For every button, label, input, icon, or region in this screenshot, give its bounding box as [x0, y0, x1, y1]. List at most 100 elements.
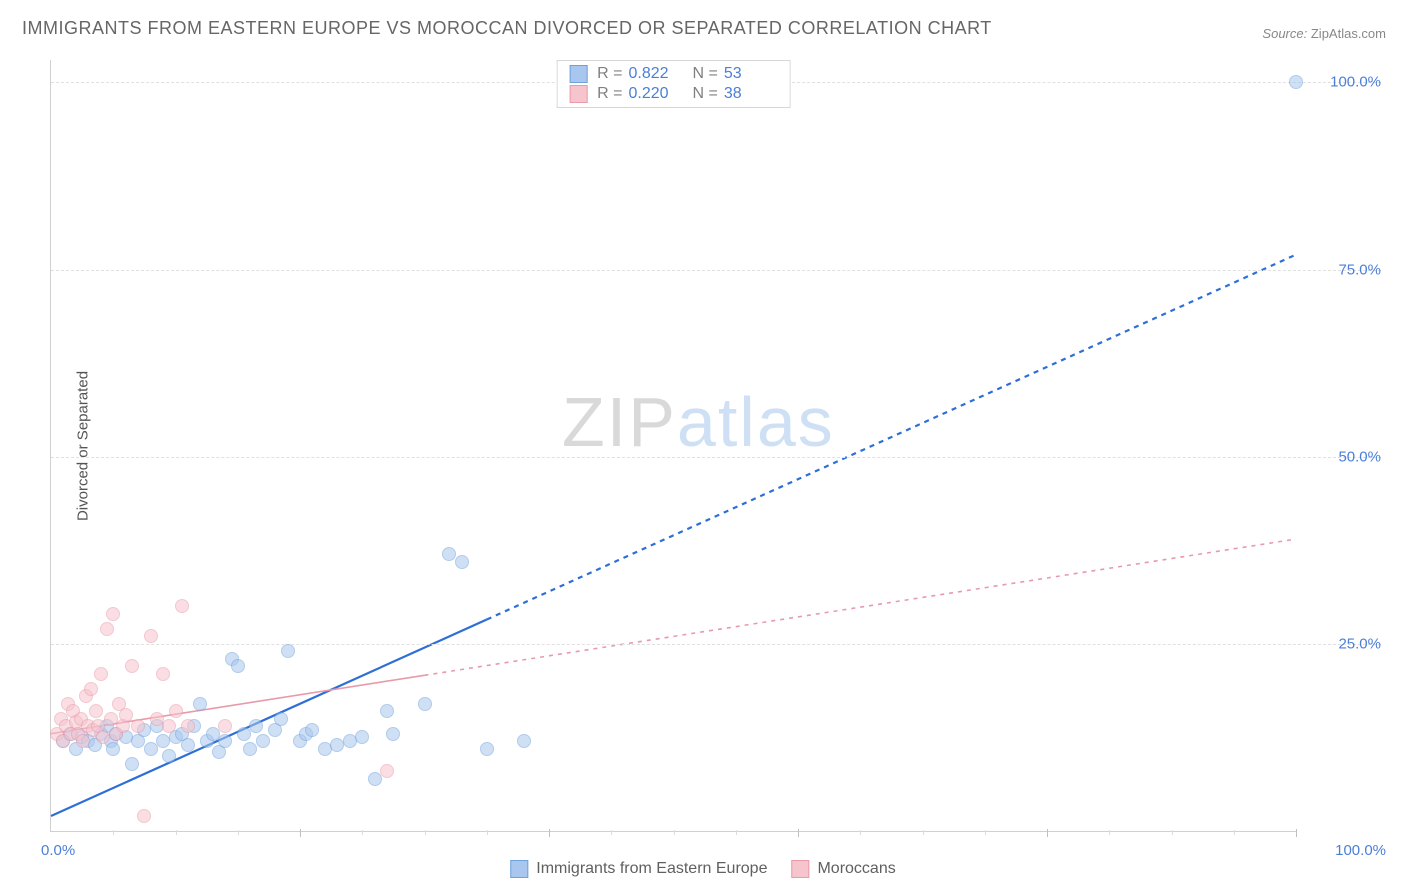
data-point — [237, 727, 251, 741]
x-tick-minor — [1109, 830, 1110, 835]
r-value-eastern-europe: 0.822 — [629, 65, 683, 83]
legend-stats: R = 0.822 N = 53 R = 0.220 N = 38 — [556, 60, 791, 108]
data-point — [249, 719, 263, 733]
data-point — [281, 644, 295, 658]
data-point — [94, 667, 108, 681]
r-label: R = — [597, 65, 622, 83]
data-point — [100, 622, 114, 636]
swatch-eastern-europe — [569, 65, 587, 83]
regression-line — [487, 255, 1296, 620]
data-point — [274, 712, 288, 726]
data-point — [125, 659, 139, 673]
legend-series: Immigrants from Eastern Europe Moroccans — [510, 860, 895, 878]
plot-area: ZIPatlas R = 0.822 N = 53 R = 0.220 N = … — [50, 60, 1296, 832]
x-tick-major — [798, 829, 799, 837]
x-tick-minor — [736, 830, 737, 835]
y-tick-label: 75.0% — [1306, 261, 1381, 278]
x-tick-minor — [487, 830, 488, 835]
swatch-moroccans — [791, 860, 809, 878]
gridline-h — [51, 457, 1381, 458]
legend-label-eastern-europe: Immigrants from Eastern Europe — [536, 860, 767, 878]
x-axis-min-label: 0.0% — [41, 842, 75, 859]
data-point — [106, 607, 120, 621]
x-tick-minor — [611, 830, 612, 835]
data-point — [418, 697, 432, 711]
r-value-moroccans: 0.220 — [629, 85, 683, 103]
data-point — [218, 734, 232, 748]
watermark: ZIPatlas — [562, 382, 835, 462]
data-point — [218, 719, 232, 733]
regression-lines-svg — [51, 60, 1296, 831]
data-point — [181, 738, 195, 752]
r-label: R = — [597, 85, 622, 103]
data-point — [169, 704, 183, 718]
x-tick-minor — [238, 830, 239, 835]
x-tick-minor — [674, 830, 675, 835]
data-point — [162, 719, 176, 733]
legend-item-eastern-europe: Immigrants from Eastern Europe — [510, 860, 767, 878]
x-tick-minor — [176, 830, 177, 835]
x-tick-minor — [985, 830, 986, 835]
x-tick-minor — [362, 830, 363, 835]
data-point — [517, 734, 531, 748]
data-point — [162, 749, 176, 763]
data-point — [455, 555, 469, 569]
x-tick-minor — [1172, 830, 1173, 835]
x-tick-minor — [1234, 830, 1235, 835]
swatch-eastern-europe — [510, 860, 528, 878]
gridline-h — [51, 270, 1381, 271]
data-point — [144, 629, 158, 643]
data-point — [156, 667, 170, 681]
source-name: ZipAtlas.com — [1311, 26, 1386, 41]
data-point — [125, 757, 139, 771]
data-point — [84, 682, 98, 696]
n-label: N = — [693, 65, 718, 83]
chart-title: IMMIGRANTS FROM EASTERN EUROPE VS MOROCC… — [22, 18, 992, 39]
x-tick-major — [1047, 829, 1048, 837]
y-tick-label: 50.0% — [1306, 448, 1381, 465]
data-point — [137, 809, 151, 823]
data-point — [175, 599, 189, 613]
y-tick-label: 100.0% — [1306, 74, 1381, 91]
regression-line — [425, 539, 1297, 675]
data-point — [256, 734, 270, 748]
data-point — [355, 730, 369, 744]
data-point — [76, 734, 90, 748]
x-tick-major — [300, 829, 301, 837]
data-point — [89, 704, 103, 718]
data-point — [106, 742, 120, 756]
data-point — [243, 742, 257, 756]
y-tick-label: 25.0% — [1306, 635, 1381, 652]
x-tick-minor — [113, 830, 114, 835]
legend-label-moroccans: Moroccans — [817, 860, 895, 878]
legend-stats-row-1: R = 0.822 N = 53 — [569, 64, 778, 84]
data-point — [131, 719, 145, 733]
watermark-zip: ZIP — [562, 383, 677, 461]
x-tick-major — [1296, 829, 1297, 837]
x-tick-minor — [860, 830, 861, 835]
x-tick-major — [549, 829, 550, 837]
data-point — [231, 659, 245, 673]
data-point — [193, 697, 207, 711]
legend-stats-row-2: R = 0.220 N = 38 — [569, 84, 778, 104]
source-label: Source: — [1262, 26, 1307, 41]
data-point — [305, 723, 319, 737]
data-point — [144, 742, 158, 756]
x-tick-minor — [425, 830, 426, 835]
data-point — [480, 742, 494, 756]
x-axis-max-label: 100.0% — [1335, 842, 1386, 859]
n-value-eastern-europe: 53 — [724, 65, 778, 83]
n-value-moroccans: 38 — [724, 85, 778, 103]
data-point — [1289, 75, 1303, 89]
x-tick-minor — [923, 830, 924, 835]
data-point — [181, 719, 195, 733]
n-label: N = — [693, 85, 718, 103]
data-point — [380, 704, 394, 718]
data-point — [368, 772, 382, 786]
swatch-moroccans — [569, 85, 587, 103]
data-point — [119, 708, 133, 722]
source-attribution: Source: ZipAtlas.com — [1262, 26, 1386, 41]
data-point — [380, 764, 394, 778]
legend-item-moroccans: Moroccans — [791, 860, 895, 878]
data-point — [386, 727, 400, 741]
